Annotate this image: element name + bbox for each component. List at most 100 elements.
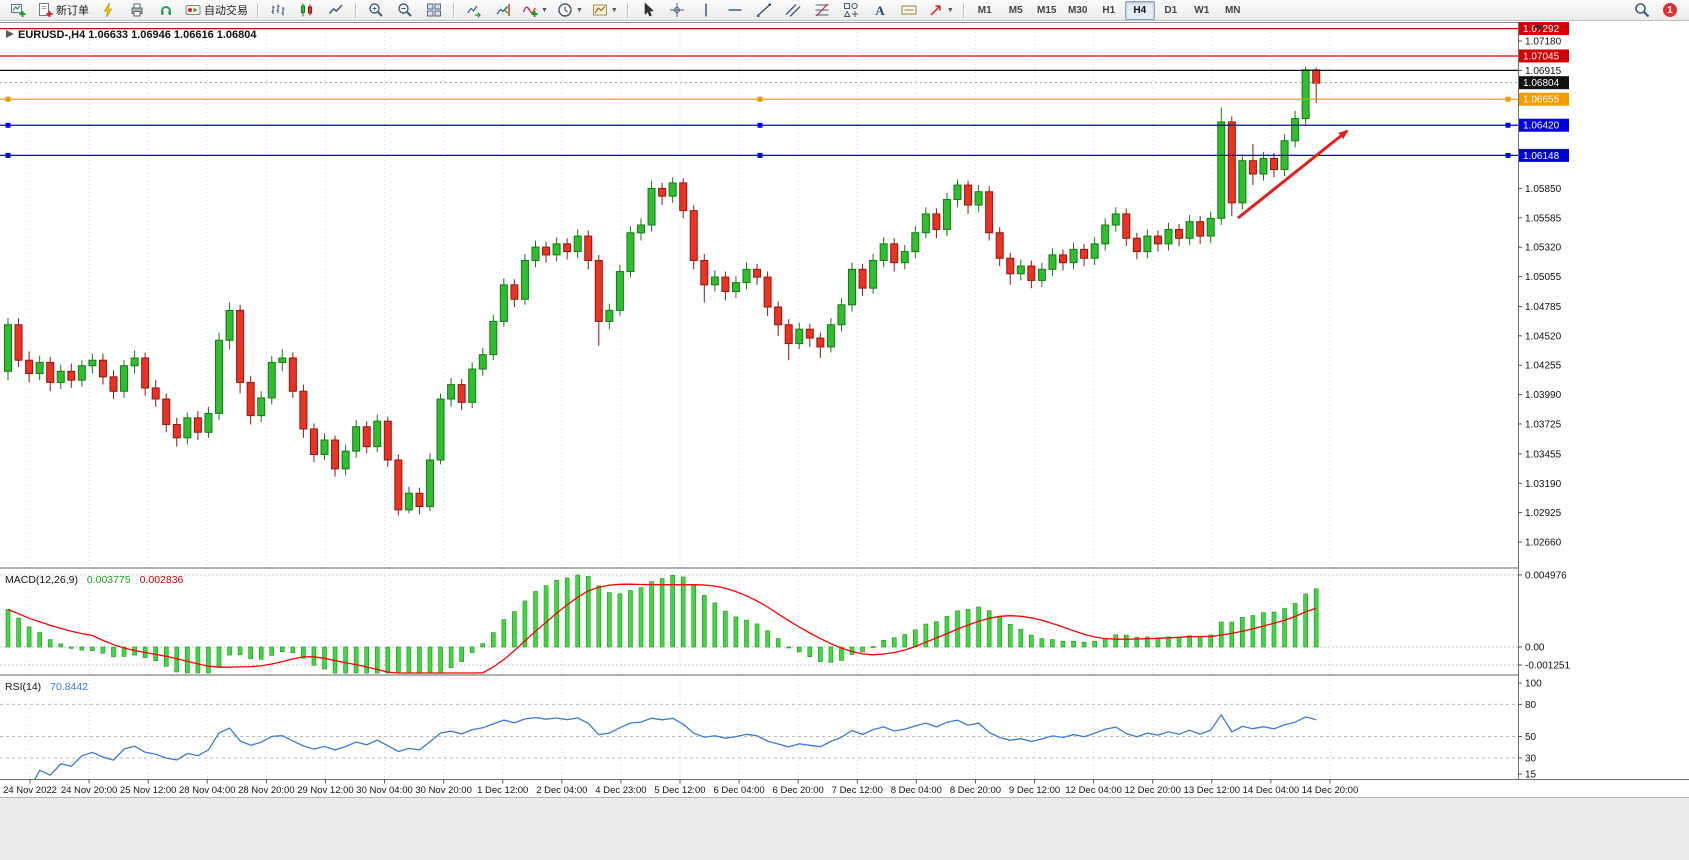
timeframe-h1-button[interactable]: H1 [1102, 4, 1116, 16]
macd-bar [5, 609, 11, 648]
time-tick: 24 Nov 20:00 [61, 785, 118, 796]
label-button[interactable] [895, 0, 923, 20]
chart-title: EURUSD-,H4 1.06633 1.06946 1.06616 1.068… [18, 29, 257, 41]
line-handle[interactable] [1505, 96, 1511, 102]
panel-separator[interactable] [0, 674, 1689, 676]
candle [953, 184, 962, 201]
macd-bar [1313, 588, 1319, 648]
macd-bar [37, 632, 42, 648]
time-tick: 30 Nov 20:00 [415, 785, 472, 796]
macd-bar [564, 577, 570, 648]
fibonacci-button[interactable] [808, 0, 836, 20]
line-chart-button[interactable] [322, 0, 350, 20]
candle [974, 191, 983, 206]
line-handle[interactable] [5, 152, 11, 158]
scroll-position-marker[interactable] [1534, 25, 1543, 31]
candle [436, 398, 445, 461]
candle [373, 420, 382, 448]
tile-windows-button[interactable] [420, 0, 448, 20]
periods-button[interactable]: ▼ [553, 0, 587, 20]
price-line-label-text: 1.06148 [1523, 151, 1560, 162]
trendline-button[interactable] [750, 0, 778, 20]
shapes-button[interactable] [837, 0, 865, 20]
bar-chart-button[interactable] [264, 0, 292, 20]
templates-button[interactable]: ▼ [588, 0, 622, 20]
line-handle[interactable] [5, 122, 11, 128]
line-handle[interactable] [5, 96, 11, 102]
macd-bar [47, 639, 53, 648]
bars-icon [271, 4, 285, 16]
timeframe-h4-button[interactable]: H4 [1124, 0, 1155, 20]
candle [900, 251, 909, 264]
lightning-icon [103, 2, 113, 18]
new-order-button[interactable]: 新订单 [33, 0, 93, 20]
indicators-button[interactable]: ▼ [518, 0, 552, 20]
candle [721, 276, 730, 293]
timeframe-m1-button[interactable]: M1 [977, 4, 992, 16]
zoom-in-button[interactable] [362, 0, 390, 20]
line-handle[interactable] [757, 152, 763, 158]
macd-bar [1060, 641, 1066, 648]
timeframe-m5-button[interactable]: M5 [1008, 4, 1023, 16]
text-button[interactable]: A [866, 0, 894, 20]
time-tick: 30 Nov 04:00 [356, 785, 413, 796]
macd-bar [912, 629, 918, 648]
arrow-object-icon [930, 5, 941, 16]
panel-separators[interactable] [0, 22, 1689, 677]
candle [637, 224, 645, 234]
macd-bar [902, 634, 908, 648]
chart-canvas[interactable]: 1.07180 1.06915 1.05850 1.05585 1.05320 1.050… [0, 22, 1689, 797]
support-button[interactable] [152, 0, 180, 20]
autotrading-button[interactable]: 自动交易 [181, 0, 252, 20]
price-axis[interactable]: 1.07180 1.06915 1.05850 1.05585 1.05320 1.050… [1518, 22, 1689, 781]
notification-badge[interactable]: 1 [1663, 3, 1677, 17]
chart-window[interactable]: 1.07180 1.06915 1.05850 1.05585 1.05320 1.050… [0, 22, 1689, 797]
macd-bar [1007, 624, 1013, 648]
timeframe-d1-button[interactable]: D1 [1164, 4, 1178, 16]
zoom-out-button[interactable] [391, 0, 419, 20]
macd-bar [754, 623, 760, 648]
candlestick-chart-button[interactable] [293, 0, 321, 20]
candle [615, 271, 624, 311]
new-order-icon [39, 3, 53, 17]
auto-scroll-button[interactable] [460, 0, 488, 20]
macd-bar [417, 646, 422, 674]
arrows-button[interactable]: ▼ [924, 0, 958, 20]
price-tick: 1.02925 [1525, 508, 1562, 519]
macd-bar [353, 646, 359, 674]
print-button[interactable] [123, 0, 151, 20]
time-axis[interactable]: 24 Nov 2022 24 Nov 20:00 25 Nov 12:00 28 No… [0, 779, 1689, 798]
candle [141, 357, 150, 389]
horizontal-line-objects[interactable] [0, 27, 1518, 158]
price-line-label [1519, 22, 1569, 36]
vertical-line-button[interactable] [692, 0, 720, 20]
timeframe-w1-button[interactable]: W1 [1194, 4, 1210, 16]
lightning-button[interactable] [94, 0, 122, 20]
macd-bar [775, 638, 781, 648]
one-click-trading-toggle[interactable] [6, 30, 14, 38]
timeframe-mn-button[interactable]: MN [1224, 4, 1241, 16]
time-tick: 28 Nov 20:00 [238, 785, 295, 796]
panel-separator[interactable] [0, 567, 1689, 569]
cursor-icon [644, 2, 654, 17]
chart-objects[interactable] [1237, 129, 1349, 220]
line-handle[interactable] [1505, 122, 1511, 128]
line-handle[interactable] [757, 122, 763, 128]
crosshair-button[interactable] [663, 0, 691, 20]
chart-shift-button[interactable] [489, 0, 517, 20]
line-handle[interactable] [757, 96, 763, 102]
cursor-button[interactable] [634, 0, 662, 20]
channel-button[interactable] [779, 0, 807, 20]
shapes-icon [843, 2, 858, 17]
rsi-scale-tick: 30 [1525, 753, 1537, 764]
macd-bar [701, 595, 707, 648]
trend-arrow[interactable] [1237, 129, 1349, 220]
search-icon[interactable] [1628, 0, 1656, 20]
candle [1164, 228, 1173, 245]
timeframe-m30-button[interactable]: M30 [1068, 4, 1088, 16]
timeframe-m15-button[interactable]: M15 [1037, 4, 1057, 16]
horizontal-line-button[interactable] [721, 0, 749, 20]
line-handle[interactable] [1505, 152, 1511, 158]
candle [742, 268, 751, 284]
new-chart-button[interactable] [4, 0, 32, 20]
